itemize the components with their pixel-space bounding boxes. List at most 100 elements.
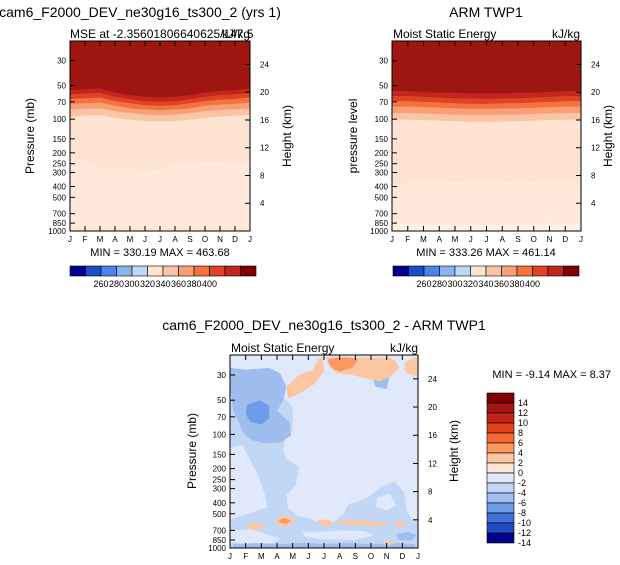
colorbar-label: 320 (140, 279, 155, 289)
x-tick-label: O (368, 552, 374, 561)
colorbar-box (116, 265, 133, 277)
y-tick-label: 400 (53, 182, 67, 191)
x-tick-label: M (258, 552, 265, 561)
contour-region (230, 445, 268, 520)
x-tick-label: M (127, 235, 134, 244)
colorbar-box (224, 265, 241, 277)
y-tick-label: 850 (53, 219, 67, 228)
colorbar-label: 4 (518, 448, 523, 458)
colorbar-box (486, 482, 515, 494)
colorbar-box (454, 265, 471, 277)
contour-region (230, 371, 268, 394)
x-tick-label: M (289, 552, 296, 561)
panel1-subtitle-left: MSE at -2.35601806640625/147.5 (70, 27, 254, 41)
panel1-ylabel-left: Pressure (mb) (23, 98, 37, 174)
y-tick-label: 700 (375, 210, 389, 219)
colorbar-box (486, 392, 515, 404)
y-tick-label: 30 (57, 57, 66, 66)
colorbar-label: 10 (518, 418, 528, 428)
colorbar-box (486, 492, 515, 504)
colorbar-label: 12 (518, 408, 528, 418)
panel3-ylabel-left: Pressure (mb) (185, 413, 199, 489)
y-tick-label: 500 (213, 510, 227, 519)
colorbar-box (423, 265, 440, 277)
colorbar-box (486, 472, 515, 484)
panel1-ylabel-right: Height (km) (280, 105, 294, 167)
x-tick-label: N (217, 235, 223, 244)
colorbar-box (547, 265, 564, 277)
contour-region (382, 541, 397, 545)
x-tick-label: J (469, 235, 473, 244)
x-tick-label: F (83, 235, 88, 244)
colorbar-label: -6 (518, 498, 526, 508)
x-tick-label: A (172, 235, 178, 244)
height-tick-label: 4 (428, 516, 433, 525)
y-tick-label: 400 (213, 499, 227, 508)
y-tick-label: 30 (379, 57, 388, 66)
x-tick-label: D (399, 552, 405, 561)
contour-region (317, 519, 334, 526)
colorbar-label: 6 (518, 438, 523, 448)
panel2-subtitle-right: kJ/kg (552, 27, 580, 41)
colorbar-label: 320 (463, 279, 478, 289)
height-tick-label: 12 (591, 144, 600, 153)
colorbar-box (162, 265, 179, 277)
contour-region (302, 530, 375, 540)
contour-region (230, 529, 281, 544)
x-tick-label: M (452, 235, 459, 244)
colorbar-box (240, 265, 257, 277)
x-tick-label: J (248, 235, 252, 244)
colorbar-box (485, 265, 502, 277)
x-tick-label: A (437, 235, 443, 244)
colorbar-box (470, 265, 487, 277)
colorbar-box (486, 432, 515, 444)
colorbar-label: -10 (518, 518, 531, 528)
colorbar-box (486, 502, 515, 514)
panel2-subtitle-left: Moist Static Energy (393, 27, 496, 41)
panel2-ylabel-right: Height (km) (601, 105, 615, 167)
contour-region (392, 521, 409, 526)
y-tick-label: 200 (53, 149, 67, 158)
colorbar-label: 14 (518, 398, 528, 408)
panel2-stats: MIN = 333.26 MAX = 461.14 (416, 247, 555, 259)
colorbar-label: -12 (518, 528, 531, 538)
y-tick-label: 700 (53, 210, 67, 219)
x-tick-label: A (274, 552, 280, 561)
height-tick-label: 8 (591, 171, 596, 180)
panel1-stats: MIN = 330.19 MAX = 463.68 (90, 247, 229, 259)
x-tick-label: A (112, 235, 118, 244)
colorbar-box (85, 265, 102, 277)
colorbar-box (486, 452, 515, 464)
x-tick-label: J (158, 235, 162, 244)
contour-region (375, 493, 397, 511)
x-tick-label: D (562, 235, 568, 244)
colorbar-label: 380 (509, 279, 524, 289)
y-tick-label: 150 (53, 135, 67, 144)
colorbar-box (501, 265, 518, 277)
y-tick-label: 50 (217, 396, 226, 405)
height-tick-label: 4 (591, 199, 596, 208)
colorbar-box (486, 522, 515, 534)
x-tick-label: N (547, 235, 553, 244)
colorbar-box (486, 422, 515, 434)
height-tick-label: 16 (260, 116, 269, 125)
colorbar-label: -8 (518, 508, 526, 518)
y-tick-label: 700 (213, 526, 227, 535)
colorbar-box (563, 265, 580, 277)
panel3-subtitle-right: kJ/kg (390, 341, 418, 355)
panel3-stats: MIN = -9.14 MAX = 8.37 (492, 369, 611, 381)
x-tick-label: O (202, 235, 208, 244)
contour-region (403, 357, 418, 377)
colorbar-box (486, 412, 515, 424)
colorbar-box (486, 512, 515, 524)
height-tick-label: 20 (260, 88, 269, 97)
contour-region (286, 357, 324, 399)
colorbar-label: 0 (518, 468, 523, 478)
x-tick-label: F (243, 552, 248, 561)
colorbar-box (486, 462, 515, 474)
y-tick-label: 200 (375, 149, 389, 158)
colorbar-label: 360 (494, 279, 509, 289)
height-tick-label: 20 (428, 403, 437, 412)
y-tick-label: 150 (213, 450, 227, 459)
